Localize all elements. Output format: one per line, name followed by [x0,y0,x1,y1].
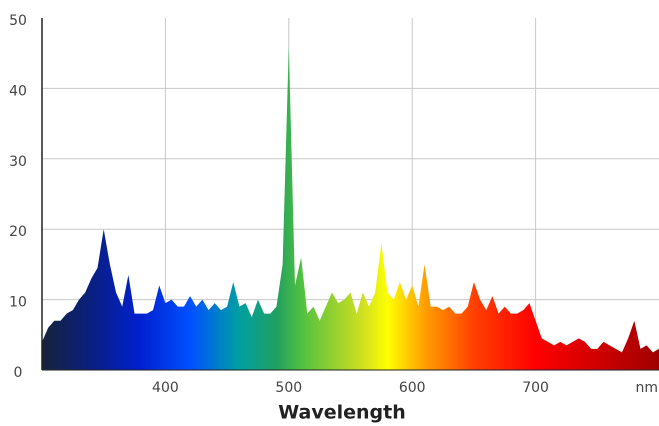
y-tick-label: 50 [9,13,27,29]
x-tick-label: 600 [399,380,426,396]
y-tick-label: 10 [9,295,27,311]
x-tick-label: 400 [152,380,179,396]
x-tick-label: 500 [275,380,302,396]
y-tick-label: 40 [9,83,27,99]
spectrum-area [42,46,659,370]
y-tick-label: 0 [14,365,23,381]
y-tick-label: 20 [9,224,27,240]
x-tick-label: nm [635,380,658,396]
x-axis-label: Wavelength [278,402,406,424]
x-tick-label: 700 [522,380,549,396]
y-tick-label: 30 [9,154,27,170]
